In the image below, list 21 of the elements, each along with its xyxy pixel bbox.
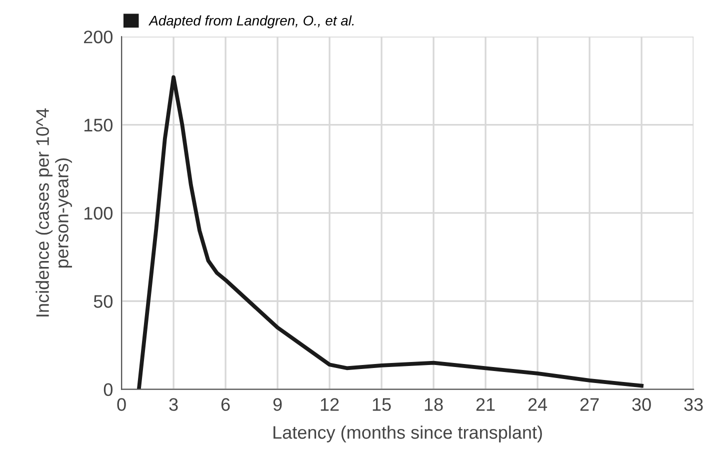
x-tick-label: 24: [528, 398, 548, 411]
x-tick-label: 21: [476, 398, 495, 411]
y-tick-label: 0: [104, 383, 113, 396]
y-tick-label: 100: [84, 206, 113, 220]
y-tick-label: 150: [84, 118, 113, 132]
y-tick-label: 200: [84, 30, 113, 44]
line-series: [136, 75, 644, 390]
x-tick-label: 12: [320, 398, 339, 411]
x-axis-title: Latency (months since transplant): [274, 426, 542, 442]
y-axis-title: Incidence (cases per 10^4 person-years): [36, 108, 72, 316]
x-tick-label: 27: [580, 398, 599, 411]
x-tick-label: 18: [424, 398, 443, 411]
x-tick-label: 33: [684, 398, 703, 411]
x-tick-label: 9: [273, 398, 282, 411]
y-tick-label: 50: [94, 295, 113, 308]
x-tick-label: 6: [221, 398, 230, 411]
legend-label: Adapted from Landgren, O., et al.: [148, 15, 354, 28]
x-tick-label: 3: [169, 398, 178, 411]
x-tick-label: 30: [632, 398, 651, 411]
x-tick-label: 15: [372, 398, 391, 411]
x-tick-label: 0: [117, 398, 126, 411]
